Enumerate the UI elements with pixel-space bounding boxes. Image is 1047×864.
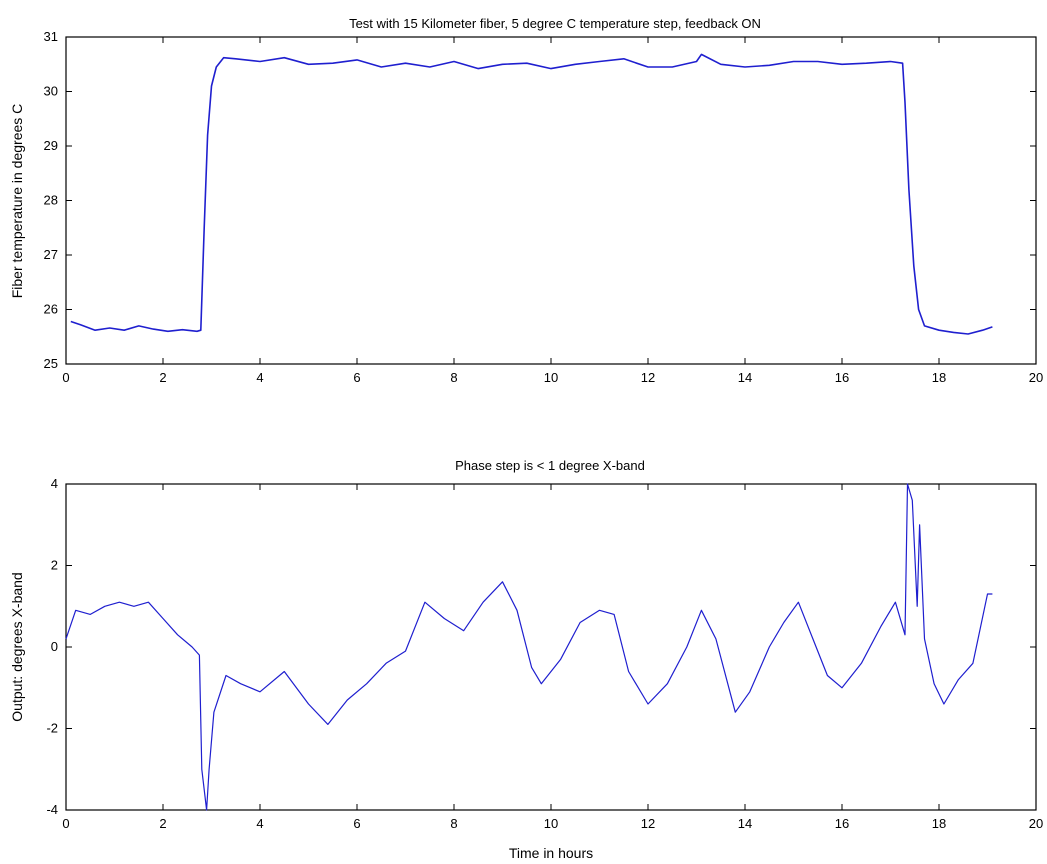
top-y-tick-label: 26 (44, 302, 58, 317)
bottom-chart-title: Phase step is < 1 degree X-band (455, 458, 645, 473)
top-x-tick-label: 10 (544, 370, 558, 385)
top-x-tick-label: 2 (159, 370, 166, 385)
top-x-tick-label: 12 (641, 370, 655, 385)
top-y-tick-label: 31 (44, 29, 58, 44)
bottom-panel: Phase step is < 1 degree X-band 0 2 4 6 8 10 1… (9, 458, 1043, 861)
bottom-x-tick-label: 0 (62, 816, 69, 831)
bottom-y-tick-label: -2 (46, 721, 58, 736)
top-x-tick-label: 4 (256, 370, 263, 385)
top-x-tick-label: 0 (62, 370, 69, 385)
top-panel: Test with 15 Kilometer fiber, 5 degree C… (9, 16, 1043, 385)
top-y-tick-label: 27 (44, 247, 58, 262)
bottom-x-tick-label: 2 (159, 816, 166, 831)
top-y-ticks: 25 26 27 28 29 30 31 (44, 29, 1036, 371)
bottom-x-tick-label: 4 (256, 816, 263, 831)
top-chart-title: Test with 15 Kilometer fiber, 5 degree C… (349, 16, 761, 31)
bottom-y-axis-label: Output: degrees X-band (9, 572, 25, 721)
top-y-tick-label: 29 (44, 138, 58, 153)
bottom-x-tick-label: 16 (835, 816, 849, 831)
top-y-tick-label: 28 (44, 193, 58, 208)
bottom-x-tick-label: 10 (544, 816, 558, 831)
top-x-tick-label: 20 (1029, 370, 1043, 385)
bottom-y-tick-label: -4 (46, 802, 58, 817)
top-series-line (70, 53, 993, 335)
bottom-x-ticks: 0 2 4 6 8 10 12 14 16 18 20 (62, 484, 1043, 831)
bottom-x-tick-label: 6 (353, 816, 360, 831)
top-y-axis-label: Fiber temperature in degrees C (9, 104, 25, 299)
bottom-y-ticks: -4 -2 0 2 4 (46, 476, 1036, 817)
bottom-plot-frame (65, 483, 1037, 811)
top-y-tick-label: 30 (44, 84, 58, 99)
top-x-tick-label: 8 (450, 370, 457, 385)
bottom-series-line (65, 483, 993, 811)
top-x-tick-label: 16 (835, 370, 849, 385)
bottom-y-tick-label: 2 (51, 558, 58, 573)
top-x-tick-label: 6 (353, 370, 360, 385)
top-x-ticks: 0 2 4 6 8 10 12 14 16 18 20 (62, 37, 1043, 385)
bottom-x-tick-label: 18 (932, 816, 946, 831)
bottom-x-axis-label: Time in hours (509, 845, 593, 861)
bottom-y-tick-label: 4 (51, 476, 58, 491)
bottom-x-tick-label: 20 (1029, 816, 1043, 831)
bottom-x-tick-label: 12 (641, 816, 655, 831)
bottom-x-tick-label: 8 (450, 816, 457, 831)
top-plot-frame (65, 36, 1037, 365)
top-x-tick-label: 14 (738, 370, 752, 385)
bottom-y-tick-label: 0 (51, 639, 58, 654)
top-x-tick-label: 18 (932, 370, 946, 385)
top-y-tick-label: 25 (44, 356, 58, 371)
bottom-x-tick-label: 14 (738, 816, 752, 831)
